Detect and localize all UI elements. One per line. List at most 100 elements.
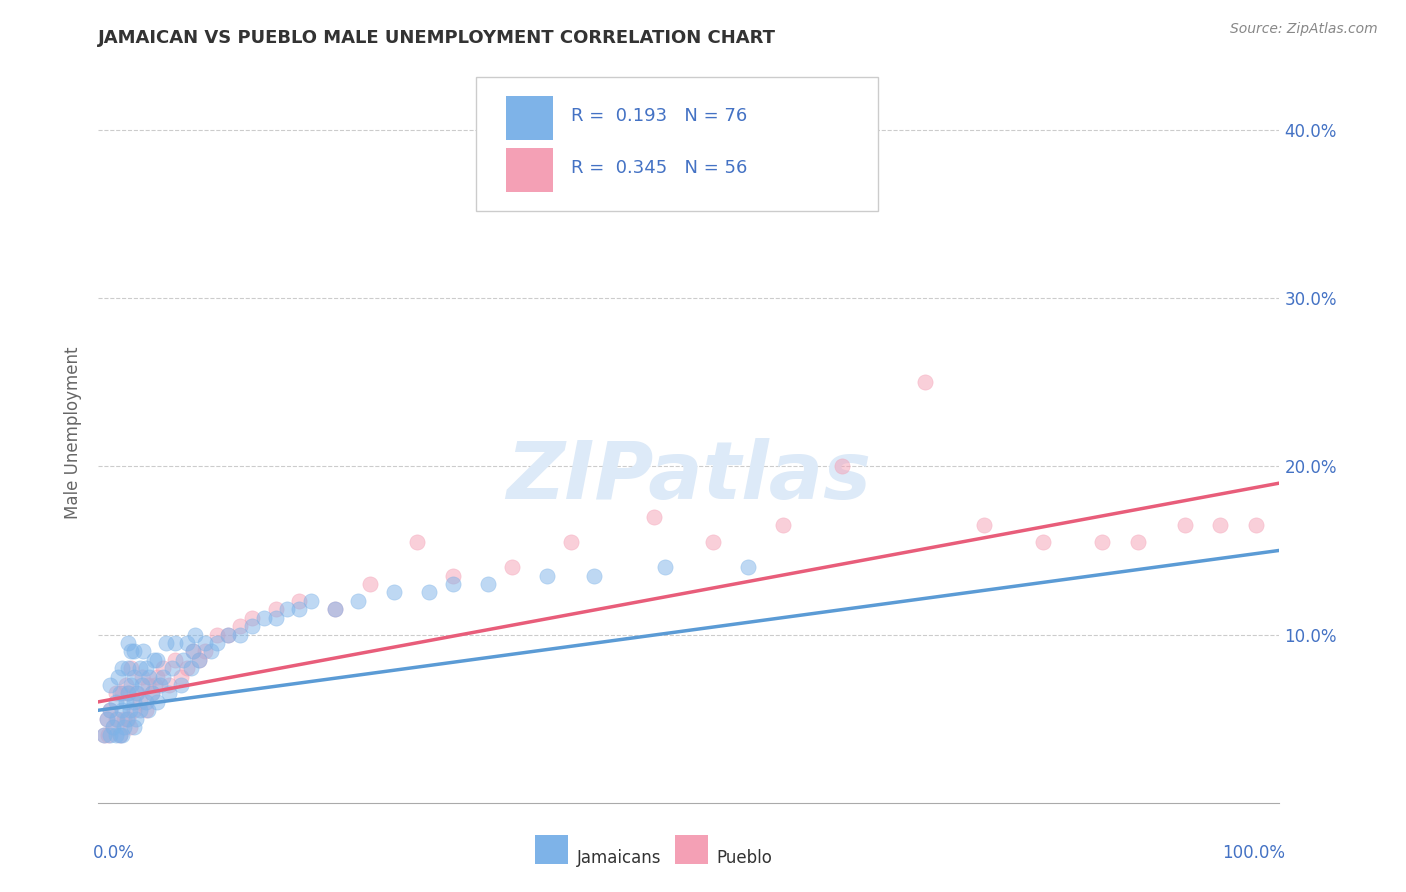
Point — [135, 703, 157, 717]
Point — [264, 602, 287, 616]
Point — [98, 703, 121, 717]
Point — [117, 636, 139, 650]
Point — [441, 577, 464, 591]
Point — [382, 585, 405, 599]
Point — [120, 703, 142, 717]
Point — [96, 712, 118, 726]
Point — [125, 712, 148, 726]
Text: Source: ZipAtlas.com: Source: ZipAtlas.com — [1230, 22, 1378, 37]
Point — [323, 602, 346, 616]
Point — [1091, 535, 1114, 549]
Point — [170, 670, 193, 684]
Text: Pueblo: Pueblo — [716, 849, 772, 867]
Point — [122, 720, 145, 734]
Point — [108, 729, 131, 743]
Text: JAMAICAN VS PUEBLO MALE UNEMPLOYMENT CORRELATION CHART: JAMAICAN VS PUEBLO MALE UNEMPLOYMENT COR… — [98, 29, 776, 47]
Point — [205, 627, 228, 641]
Point — [93, 729, 115, 743]
Point — [146, 653, 169, 667]
Point — [121, 644, 143, 658]
Point — [914, 375, 936, 389]
Point — [772, 518, 794, 533]
Point — [217, 627, 239, 641]
Point — [105, 686, 128, 700]
Point — [131, 670, 153, 684]
Point — [117, 686, 139, 700]
Bar — [506, 95, 553, 140]
Point — [187, 653, 209, 667]
Point — [217, 627, 239, 641]
Point — [121, 661, 143, 675]
Text: 100.0%: 100.0% — [1222, 844, 1285, 862]
Point — [108, 686, 131, 700]
Point — [359, 577, 381, 591]
Point — [136, 678, 159, 692]
Point — [127, 686, 149, 700]
Point — [536, 568, 558, 582]
Point — [132, 644, 155, 658]
Point — [157, 686, 180, 700]
Point — [1209, 518, 1232, 533]
Y-axis label: Male Unemployment: Male Unemployment — [63, 346, 82, 519]
Point — [643, 509, 665, 524]
Point — [973, 518, 995, 533]
Bar — [675, 836, 707, 863]
Point — [184, 627, 207, 641]
Point — [115, 712, 138, 726]
Point — [101, 720, 124, 734]
Point — [229, 619, 252, 633]
Point — [165, 636, 187, 650]
Point — [96, 712, 118, 726]
Point — [111, 686, 134, 700]
Point — [108, 729, 131, 743]
FancyBboxPatch shape — [477, 78, 877, 211]
Point — [98, 678, 121, 692]
Text: ZIPatlas: ZIPatlas — [506, 438, 872, 516]
Point — [105, 695, 128, 709]
Point — [121, 678, 143, 692]
Point — [120, 720, 142, 734]
Point — [146, 695, 169, 709]
Point — [117, 712, 139, 726]
Point — [702, 535, 724, 549]
Point — [111, 661, 134, 675]
Point — [112, 720, 135, 734]
Point — [143, 678, 166, 692]
Point — [1244, 518, 1267, 533]
Point — [149, 678, 172, 692]
Point — [172, 653, 194, 667]
Point — [187, 653, 209, 667]
Point — [1032, 535, 1054, 549]
Point — [141, 686, 163, 700]
Point — [131, 678, 153, 692]
Point — [205, 636, 228, 650]
Point — [98, 703, 121, 717]
Point — [160, 661, 183, 675]
Point — [240, 619, 263, 633]
Point — [105, 729, 128, 743]
Point — [122, 644, 145, 658]
Point — [141, 686, 163, 700]
Point — [138, 670, 160, 684]
Point — [128, 703, 150, 717]
Point — [122, 670, 145, 684]
Point — [654, 560, 676, 574]
Point — [477, 577, 499, 591]
Point — [136, 703, 159, 717]
Point — [288, 594, 311, 608]
Text: R =  0.193   N = 76: R = 0.193 N = 76 — [571, 107, 747, 125]
Point — [418, 585, 440, 599]
Point — [441, 568, 464, 582]
Point — [111, 703, 134, 717]
Point — [323, 602, 346, 616]
Text: R =  0.345   N = 56: R = 0.345 N = 56 — [571, 159, 747, 177]
Point — [288, 602, 311, 616]
Point — [229, 627, 252, 641]
Point — [1126, 535, 1149, 549]
Point — [194, 644, 217, 658]
Point — [406, 535, 429, 549]
Point — [501, 560, 523, 574]
Point — [152, 670, 174, 684]
Point — [128, 695, 150, 709]
Point — [98, 729, 121, 743]
